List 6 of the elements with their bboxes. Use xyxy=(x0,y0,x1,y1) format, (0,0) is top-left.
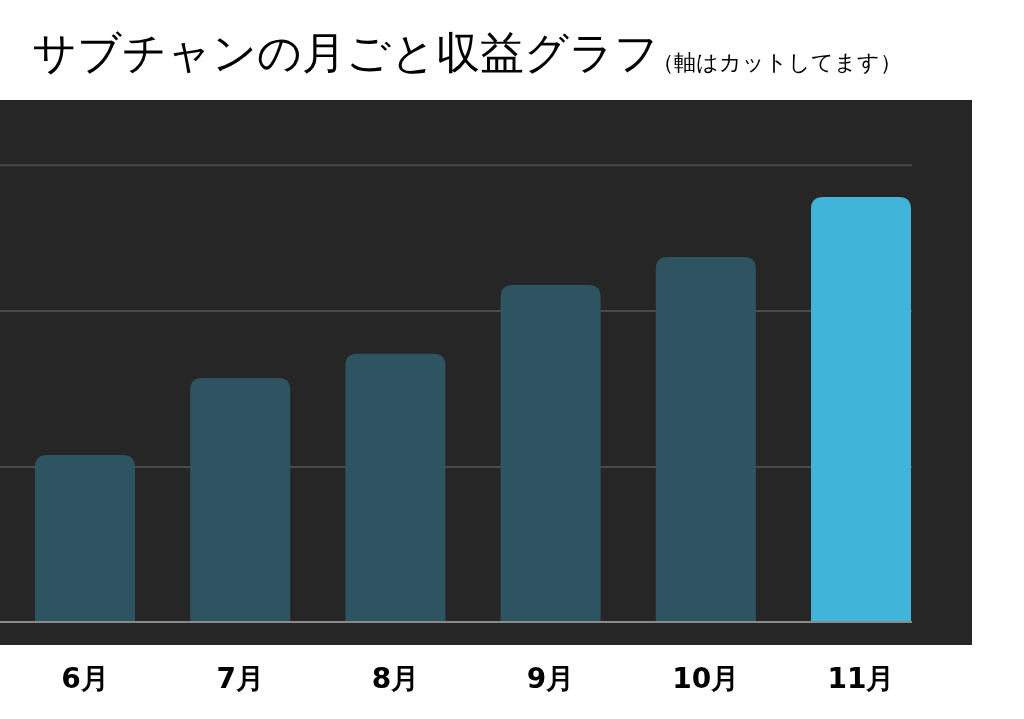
x-tick-label: 11月 xyxy=(827,662,895,695)
x-tick-label: 10月 xyxy=(672,662,740,695)
x-tick-label: 9月 xyxy=(526,662,575,695)
x-tick-label: 7月 xyxy=(216,662,264,695)
x-tick-label: 6月 xyxy=(61,662,109,695)
x-tick-label: 8月 xyxy=(371,662,420,695)
